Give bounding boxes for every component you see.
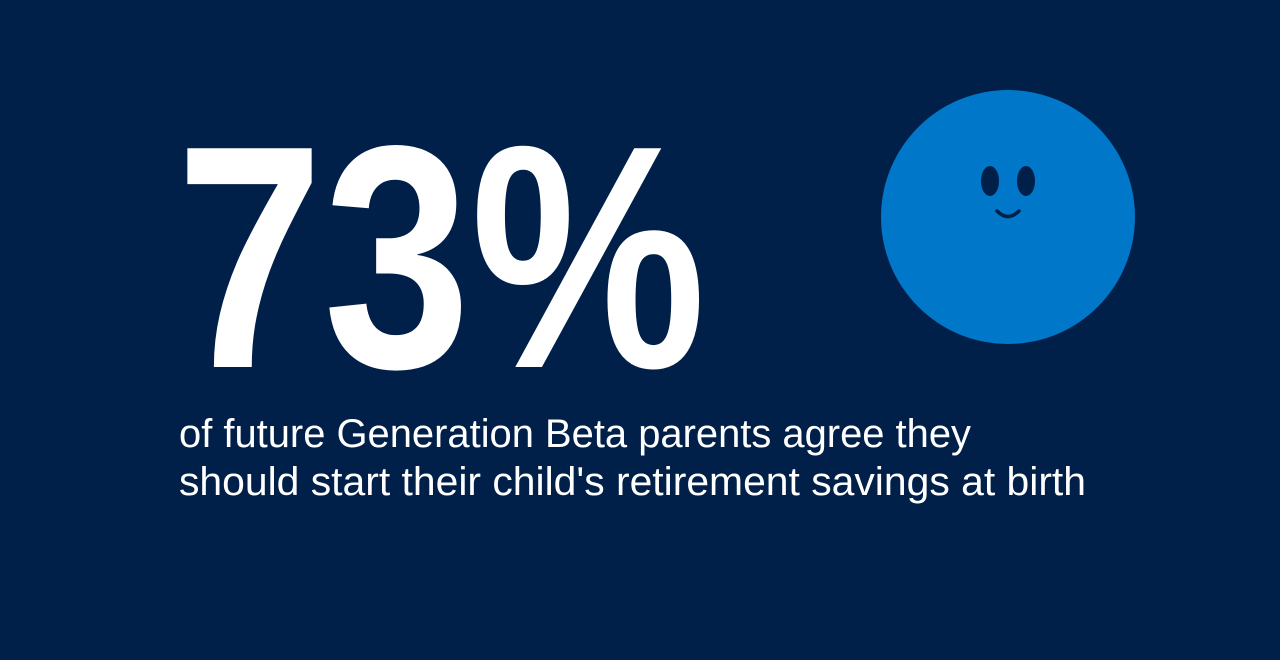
character-eye: [1017, 166, 1035, 196]
description-line: of future Generation Beta parents agree …: [179, 412, 971, 456]
stat-value: 73%: [176, 80, 706, 435]
character-smile: [995, 209, 1021, 219]
smiley-character: [881, 90, 1135, 344]
character-eye: [981, 166, 999, 196]
description-line: should start their child's retirement sa…: [179, 460, 1086, 504]
